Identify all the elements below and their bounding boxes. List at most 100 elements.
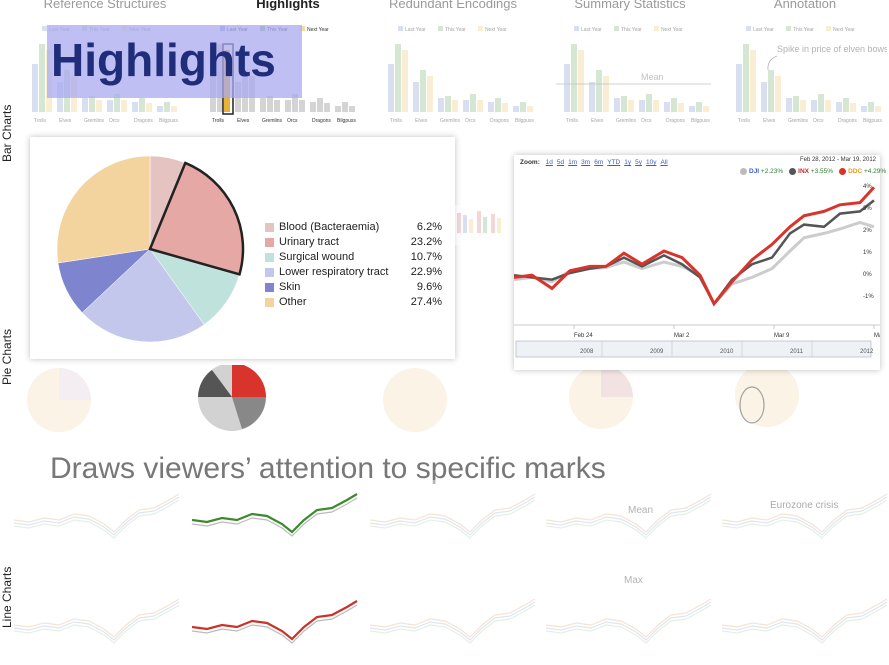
series-legend-marker: [839, 168, 847, 175]
bar-category-label: Dragons: [312, 118, 331, 124]
zoom-option-button[interactable]: 1y: [624, 159, 632, 166]
bar-mark: [164, 102, 170, 112]
line-thumb-reference-1: [14, 480, 184, 560]
line-thumb-highlights-2: [191, 575, 362, 660]
bar-mark: [267, 96, 273, 112]
pie-legend-value: 6.2%: [416, 221, 442, 233]
faint-series-line: [370, 496, 536, 536]
line-thumb-redundant-2: [370, 575, 540, 660]
faint-series-line: [14, 496, 180, 536]
zoom-option-button[interactable]: 6m: [594, 159, 604, 166]
navigator-year-label: 2011: [790, 349, 804, 355]
zoom-option-button[interactable]: 1m: [568, 159, 578, 166]
pie-chart: [56, 155, 245, 343]
bar-category-label: Trolls: [212, 118, 225, 124]
highlights-banner: Highlights: [47, 25, 302, 98]
highlighted-series-line: [191, 600, 358, 641]
bar-legend-label: Last Year: [405, 27, 426, 33]
bar-mark: [768, 70, 774, 112]
bar-mark: [107, 100, 113, 112]
pie-legend-label: Other: [279, 296, 307, 308]
column-header-summary: Summary Statistics: [574, 0, 686, 11]
bar-mark: [875, 106, 881, 112]
zoom-option-button[interactable]: 5y: [635, 159, 642, 166]
bar-mark: [800, 100, 806, 112]
bar-mark: [96, 100, 102, 112]
pie-legend-value: 9.6%: [416, 281, 442, 293]
bar-mark: [82, 98, 88, 112]
context-series-line: [191, 497, 358, 537]
bar-legend-swatch: [478, 26, 483, 31]
bar-mark: [260, 98, 266, 112]
bar-mark: [274, 100, 280, 112]
bar-mark: [310, 102, 316, 112]
pie-legend-swatch: [265, 298, 274, 307]
bar-legend-label: This Year: [445, 27, 466, 33]
bar-legend-label: Last Year: [581, 27, 602, 33]
zoom-option-button[interactable]: 10y: [645, 159, 657, 166]
bar-mark: [703, 106, 709, 112]
bar-mark: [621, 96, 627, 112]
bar-legend-swatch: [826, 26, 831, 31]
bar-mark: [114, 94, 120, 112]
stock-y-tick: -1%: [863, 294, 874, 300]
caption: Draws viewers’ attention to specific mar…: [50, 452, 606, 485]
bar-category-label: Elves: [591, 118, 604, 124]
bar-mark: [477, 100, 483, 112]
bar-mark: [420, 70, 426, 112]
pie-slice: [81, 248, 205, 343]
bar-category-label: Dragons: [134, 118, 153, 124]
faint-series-line: [546, 493, 712, 533]
stock-y-tick: 2%: [863, 228, 872, 234]
faint-series-line: [14, 499, 180, 539]
faint-series-line: [370, 598, 536, 638]
bar-mark: [388, 64, 394, 112]
faint-series-line: [14, 598, 180, 638]
faint-series-line: [370, 604, 536, 644]
zoom-option-button[interactable]: 5d: [556, 159, 565, 166]
bar-category-label: Gremlins: [616, 118, 637, 124]
bar-mark: [564, 64, 570, 112]
bar-category-label: Elves: [415, 118, 428, 124]
bar-mark: [495, 98, 501, 112]
bar-mark: [171, 106, 177, 112]
pie-thumb-annotation: [722, 365, 887, 435]
line-thumb-redundant-1: [370, 480, 540, 560]
faint-series-line: [14, 604, 180, 644]
zoom-option-button[interactable]: 3m: [581, 159, 591, 166]
bar-category-label: Orcs: [813, 118, 824, 124]
bar-legend-label: Next Year: [661, 27, 683, 33]
bar-mark: [445, 96, 451, 112]
bar-legend-label: Last Year: [753, 27, 774, 33]
faint-series-line: [546, 604, 712, 644]
bar-mark: [736, 64, 742, 112]
date-range: Feb 28, 2012 - Mar 19, 2012: [799, 157, 876, 163]
bar-mark: [89, 96, 95, 112]
bar-legend-label: Next Year: [485, 27, 507, 33]
bar-category-label: Dragons: [838, 118, 857, 124]
bar-mark: [402, 50, 408, 112]
bar-category-label: Bilgpuss: [691, 118, 710, 124]
column-header-reference: Reference Structures: [43, 0, 167, 11]
bar-mark: [836, 102, 842, 112]
zoom-option-button[interactable]: YTD: [607, 159, 621, 166]
pie-legend-value: 22.9%: [410, 266, 442, 278]
zoom-option-button[interactable]: 1d: [545, 159, 553, 166]
pie-highlight-panel: Blood (Bacteraemia) 6.2% Urinary tract 23.2…: [30, 137, 455, 359]
bar-mark: [868, 102, 874, 112]
bar-mark: [793, 96, 799, 112]
pie-thumb-highlights: [192, 363, 364, 435]
pie-legend-value: 27.4%: [410, 296, 442, 308]
mean-annotation: Mean: [641, 72, 664, 82]
zoom-option-button[interactable]: All: [660, 159, 668, 166]
pie-legend-swatch: [265, 238, 274, 247]
bar-mark: [603, 76, 609, 112]
bar-mark: [646, 94, 652, 112]
bar-category-label: Orcs: [287, 118, 298, 124]
bar-category-label: Elves: [237, 118, 250, 124]
navigator-year-label: 2010: [720, 349, 734, 355]
line-thumb-summary-2: Max: [546, 575, 716, 660]
bar-mark: [743, 44, 749, 112]
pie-legend-value: 23.2%: [410, 236, 442, 248]
series-legend-name: DDC: [848, 168, 863, 176]
